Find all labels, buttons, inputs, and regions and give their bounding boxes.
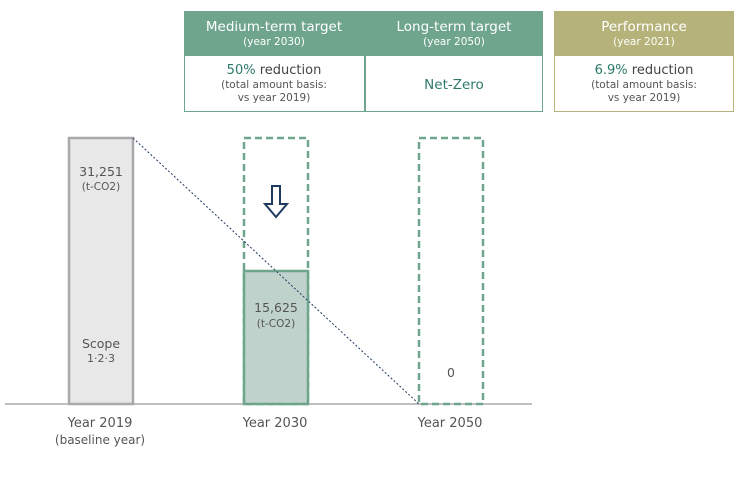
bar-2019 (67, 136, 135, 406)
performance-note2: vs year 2019) (607, 92, 681, 104)
long-term-title: Long-term target (396, 19, 512, 35)
medium-term-value: 50% reduction (total amount basis: vs ye… (184, 63, 364, 111)
value-label-2030: 15,625 (254, 300, 298, 315)
medium-term-subtitle: (year 2030) (243, 36, 305, 48)
performance-percent: 6.9% (594, 63, 628, 78)
down-arrow-icon (262, 185, 290, 219)
trend-line (132, 137, 420, 405)
category-label-0: Year 2019 (67, 416, 133, 431)
medium-term-note1: (total amount basis: (221, 79, 327, 91)
long-term-header: Long-term target (year 2050) (365, 11, 543, 56)
medium-term-percent: 50% (226, 63, 256, 78)
unit-label-2030: (t-CO2) (257, 318, 295, 330)
medium-term-reduction: reduction (255, 63, 322, 78)
value-label-2050: 0 (447, 365, 455, 380)
net-zero-text: Net-Zero (424, 77, 484, 93)
long-term-value: Net-Zero (365, 77, 543, 97)
value-label-2019: 31,251 (79, 164, 123, 179)
performance-header: Performance (year 2021) (554, 11, 734, 56)
header-divider (364, 11, 366, 112)
category-sublabel-0: (baseline year) (55, 433, 145, 447)
performance-note1: (total amount basis: (591, 79, 697, 91)
bar-2030 (242, 269, 310, 406)
long-term-subtitle: (year 2050) (423, 36, 485, 48)
category-label-1: Year 2030 (242, 416, 308, 431)
medium-term-note2: vs year 2019) (237, 92, 311, 104)
performance-reduction: reduction (627, 63, 694, 78)
unit-label-2019: (t-CO2) (82, 181, 120, 193)
scope-numbers: 1·2·3 (87, 352, 115, 365)
medium-term-header: Medium-term target (year 2030) (184, 11, 364, 56)
category-label-2: Year 2050 (417, 416, 483, 431)
performance-subtitle: (year 2021) (613, 36, 675, 48)
medium-term-title: Medium-term target (205, 19, 343, 35)
performance-value: 6.9% reduction (total amount basis: vs y… (554, 63, 734, 111)
scope-label: Scope (82, 336, 120, 351)
performance-title: Performance (601, 19, 687, 35)
